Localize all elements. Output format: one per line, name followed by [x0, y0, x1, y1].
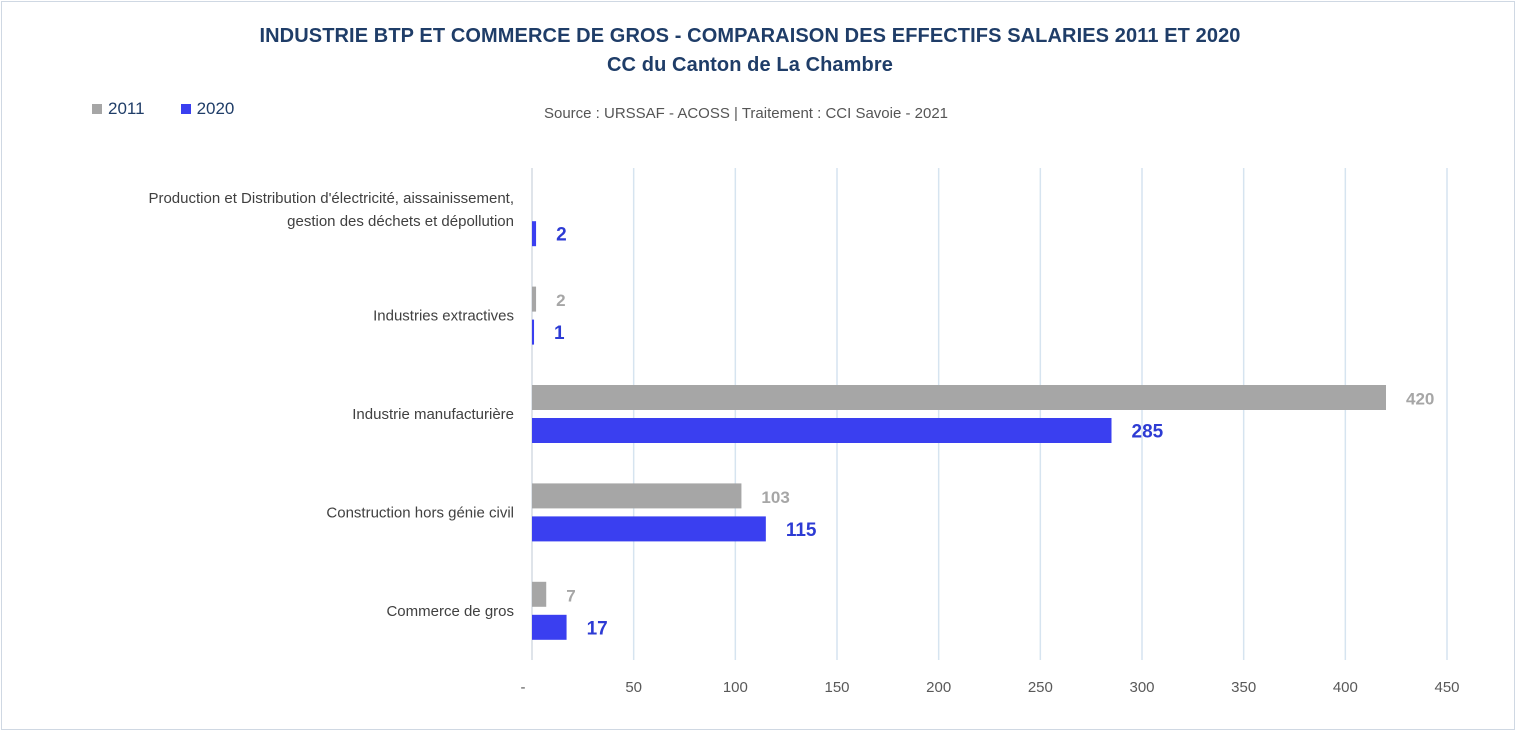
bar-2011: [532, 581, 547, 607]
category-label: Production et Distribution d'électricité…: [148, 190, 514, 230]
x-tick-label: 300: [1129, 679, 1154, 696]
x-tick-label: 400: [1333, 679, 1358, 696]
bar-2020: [532, 418, 1112, 443]
x-tick-label: -: [521, 679, 526, 696]
x-tick-label: 100: [723, 679, 748, 696]
x-tick-label: 250: [1028, 679, 1053, 696]
x-tick-label: 150: [824, 679, 849, 696]
legend-label-2011: 2011: [108, 99, 145, 118]
bar-2020: [532, 221, 537, 247]
category-label: Industries extractives: [373, 308, 514, 325]
legend-swatch-2020: [180, 104, 191, 114]
bar-2020: [532, 319, 535, 345]
x-tick-label: 450: [1434, 679, 1459, 696]
bar-2011: [532, 483, 742, 509]
data-label-2011: 7: [566, 586, 575, 605]
data-label-2020: 285: [1132, 422, 1164, 443]
bar-2020: [532, 516, 766, 542]
legend-item-2020: 2020: [180, 99, 235, 119]
data-label-2020: 17: [587, 618, 608, 639]
x-tick-label: 200: [926, 679, 951, 696]
legend-swatch-2011: [92, 104, 102, 114]
legend-item-2011: 2011: [92, 99, 145, 119]
bar-2020: [532, 614, 567, 640]
legend: 2011 2020: [92, 99, 234, 119]
data-label-2020: 115: [786, 520, 817, 541]
legend-label-2020: 2020: [196, 99, 235, 118]
bar-2011: [532, 286, 537, 312]
x-tick-label: 350: [1231, 679, 1256, 696]
category-label: Commerce de gros: [386, 603, 514, 620]
data-label-2011: 103: [761, 488, 789, 507]
chart-subtitle: CC du Canton de La Chambre: [607, 54, 893, 76]
chart-source: Source : URSSAF - ACOSS | Traitement : C…: [543, 105, 949, 122]
category-label: Construction hors génie civil: [326, 504, 514, 521]
bar-2011: [532, 385, 1386, 410]
x-tick-label: 50: [625, 679, 642, 696]
data-label-2011: 2: [556, 291, 565, 310]
chart-title: INDUSTRIE BTP ET COMMERCE DE GROS - COMP…: [259, 25, 1241, 47]
data-label-2020: 1: [554, 323, 565, 344]
data-label-2011: 420: [1406, 390, 1434, 409]
data-label-2020: 2: [556, 225, 567, 246]
category-label: Industrie manufacturière: [352, 406, 514, 423]
